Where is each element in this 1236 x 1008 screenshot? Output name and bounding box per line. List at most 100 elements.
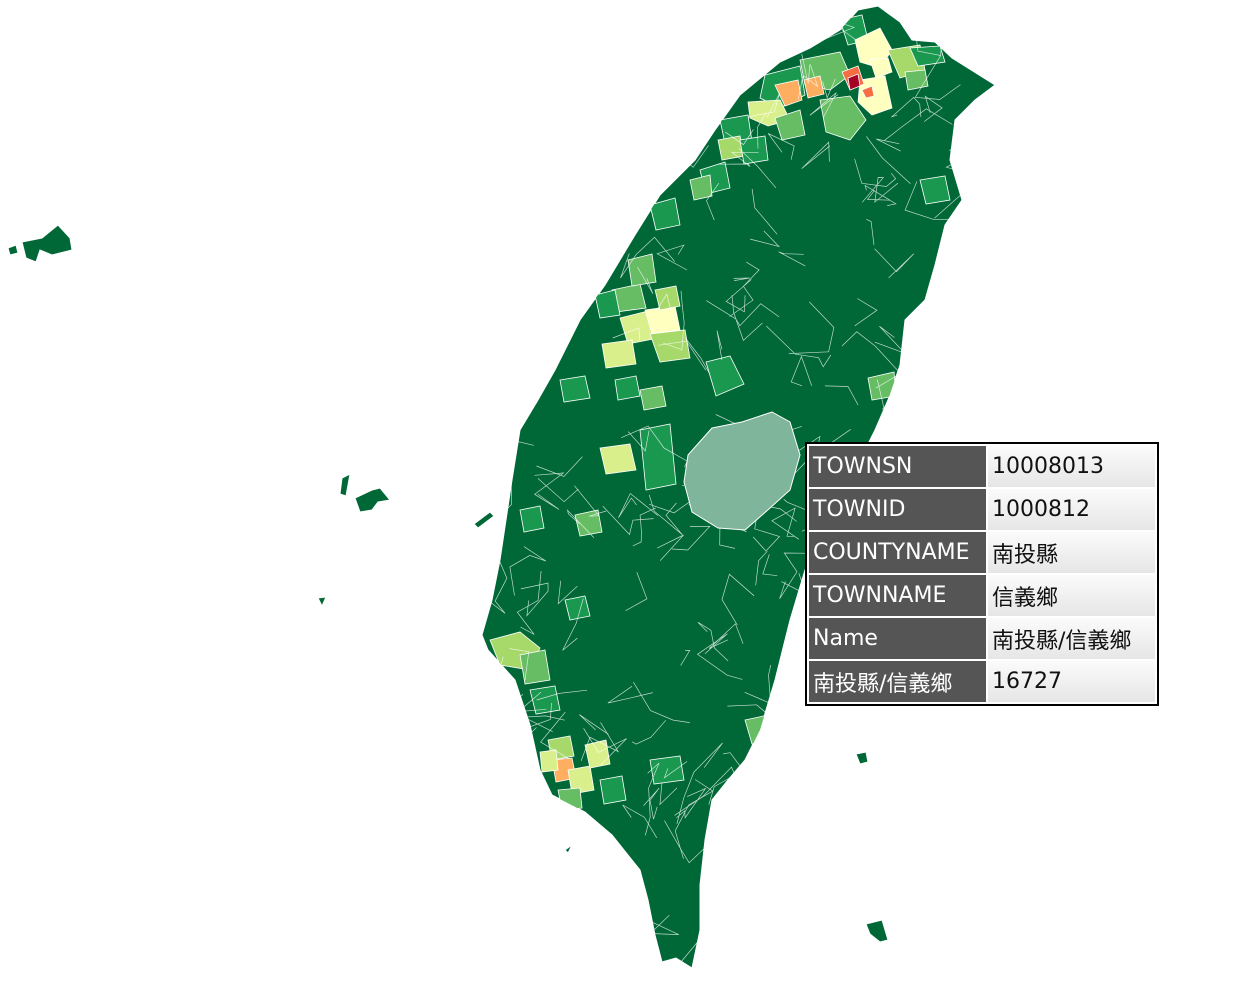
township-region[interactable] xyxy=(639,385,667,411)
township-region[interactable] xyxy=(819,95,867,141)
township-region[interactable] xyxy=(649,197,681,231)
township-border-line xyxy=(766,325,832,368)
township-border-line xyxy=(747,92,781,118)
township-region[interactable] xyxy=(599,443,637,475)
township-border-line xyxy=(625,572,648,612)
township-border-line xyxy=(562,598,584,651)
township-region[interactable] xyxy=(904,69,929,91)
township-border-line xyxy=(520,197,551,237)
township-region[interactable] xyxy=(594,289,621,319)
township-border-line xyxy=(973,180,995,241)
township-border-line xyxy=(581,56,606,61)
info-row: TOWNNAME 信義鄉 xyxy=(809,575,1155,616)
township-border-line xyxy=(558,854,584,916)
township-border-line xyxy=(483,240,516,272)
township-border-line xyxy=(501,29,552,52)
township-border-line xyxy=(552,6,587,40)
township-region[interactable] xyxy=(689,174,713,201)
township-border-line xyxy=(917,743,943,789)
info-value: 10008013 xyxy=(988,446,1155,487)
township-region[interactable] xyxy=(919,175,951,205)
township-region[interactable] xyxy=(627,253,657,287)
township-border-line xyxy=(708,623,744,649)
township-border-line xyxy=(850,846,889,877)
township-region[interactable] xyxy=(774,79,803,107)
info-key: TOWNNAME xyxy=(809,575,986,616)
township-border-line xyxy=(676,787,707,819)
township-border-line xyxy=(797,64,819,100)
township-border-line xyxy=(531,96,563,124)
township-region[interactable] xyxy=(705,355,745,397)
township-border-line xyxy=(580,722,620,762)
township-region[interactable] xyxy=(519,505,545,533)
township-region[interactable] xyxy=(574,509,603,537)
township-region[interactable] xyxy=(584,739,611,769)
township-border-line xyxy=(941,716,971,745)
township-border-line xyxy=(618,492,659,518)
township-region[interactable] xyxy=(529,685,561,715)
township-border-line xyxy=(698,95,725,104)
penghu-island[interactable] xyxy=(21,224,73,263)
township-region[interactable] xyxy=(869,57,893,79)
township-border-line xyxy=(482,450,500,478)
township-region[interactable] xyxy=(601,339,637,369)
township-border-line xyxy=(728,917,748,929)
info-value: 南投縣 xyxy=(988,532,1155,573)
township-border-line xyxy=(784,835,810,864)
township-region[interactable] xyxy=(639,423,677,491)
township-border-line xyxy=(771,507,800,540)
kinmen-islet[interactable] xyxy=(339,473,351,497)
township-region[interactable] xyxy=(857,75,893,116)
township-border-line xyxy=(910,920,950,940)
township-border-line xyxy=(697,621,729,662)
township-border-line xyxy=(490,158,519,182)
township-border-line xyxy=(658,340,707,371)
township-border-line xyxy=(583,728,627,766)
outlying-islands xyxy=(7,224,889,943)
township-region[interactable] xyxy=(567,765,595,795)
township-region[interactable] xyxy=(557,787,583,811)
info-key: 南投縣/信義鄉 xyxy=(809,661,986,702)
info-row: 南投縣/信義鄉 16727 xyxy=(809,661,1155,702)
township-border-line xyxy=(492,106,548,169)
matsu-islet[interactable] xyxy=(317,596,327,608)
township-border-line xyxy=(749,878,776,902)
township-region[interactable] xyxy=(861,85,875,99)
orchid-island[interactable] xyxy=(865,919,889,943)
green-island[interactable] xyxy=(855,751,869,765)
info-key: TOWNID xyxy=(809,489,986,530)
township-border-line xyxy=(721,573,755,626)
township-border-line xyxy=(760,861,779,896)
township-border-line xyxy=(566,509,595,538)
coast-islet-west[interactable] xyxy=(473,511,495,529)
township-border-line xyxy=(958,764,983,812)
township-border-line xyxy=(612,327,640,341)
township-region[interactable] xyxy=(847,73,861,91)
township-region[interactable] xyxy=(519,649,551,685)
township-region[interactable] xyxy=(559,375,591,403)
kinmen-island[interactable] xyxy=(354,487,391,513)
township-border-line xyxy=(674,766,735,816)
penghu-islet[interactable] xyxy=(7,244,19,256)
township-region[interactable] xyxy=(774,109,806,141)
township-border-line xyxy=(659,782,678,806)
township-border-line xyxy=(522,715,565,733)
township-region[interactable] xyxy=(599,775,627,805)
township-border-line xyxy=(482,808,521,857)
township-region[interactable] xyxy=(564,595,591,621)
selected-township-region[interactable] xyxy=(683,411,801,531)
township-border-line xyxy=(676,742,723,824)
info-value: 信義鄉 xyxy=(988,575,1155,616)
township-region[interactable] xyxy=(614,375,641,401)
township-border-line xyxy=(557,580,578,605)
township-region[interactable] xyxy=(739,135,769,165)
township-border-line xyxy=(543,887,577,909)
township-border-line xyxy=(482,68,519,101)
liuqiu-islet[interactable] xyxy=(564,844,573,854)
township-region[interactable] xyxy=(539,749,559,773)
township-border-line xyxy=(874,325,906,354)
township-border-line xyxy=(928,830,990,893)
township-region[interactable] xyxy=(649,329,691,363)
